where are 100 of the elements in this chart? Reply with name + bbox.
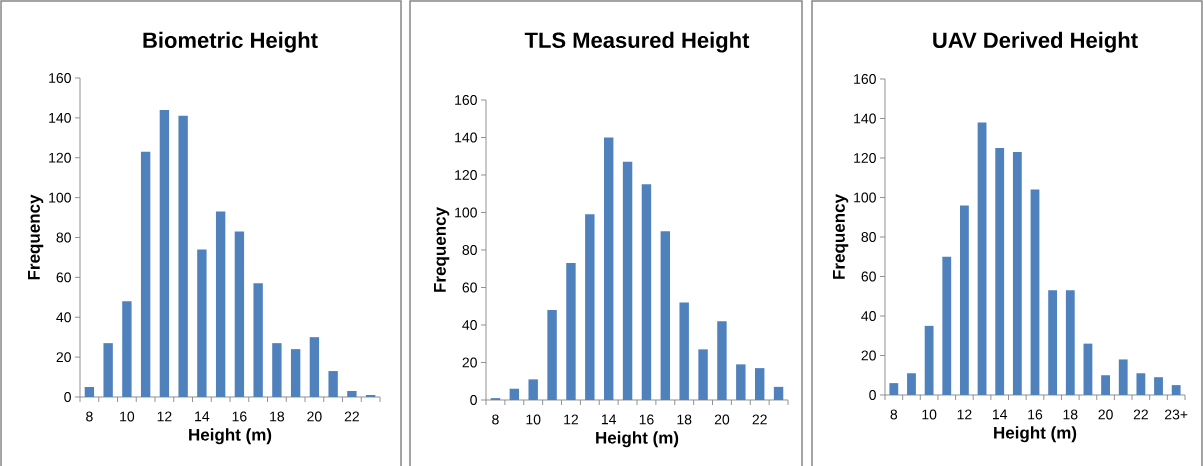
x-tick-label: 14 [992, 409, 1008, 420]
chart-title: TLS Measured Height [524, 31, 750, 53]
bar [773, 386, 784, 400]
x-tick-label: 22 [344, 411, 359, 422]
x-tick-label: 23+ [1165, 409, 1188, 420]
bar [509, 388, 520, 400]
bar [603, 137, 614, 400]
bar [736, 364, 746, 400]
x-tick-label: 8 [890, 409, 898, 420]
y-tick-label: 80 [462, 245, 477, 255]
x-tick-label: 14 [195, 411, 210, 422]
bar [585, 214, 595, 400]
y-axis-title: Frequency [833, 194, 849, 279]
bar [197, 249, 207, 397]
x-tick-label: 10 [526, 414, 541, 425]
bar [1065, 290, 1075, 395]
bar [234, 231, 245, 397]
y-tick-label: 140 [854, 113, 876, 124]
chart-title: Biometric Height [143, 31, 318, 53]
y-tick-label: 100 [854, 192, 876, 203]
x-tick-label: 12 [564, 414, 579, 425]
bar [253, 283, 263, 397]
x-tick-label: 12 [157, 411, 172, 422]
y-tick-label: 40 [462, 320, 477, 330]
y-tick-label: 40 [56, 312, 71, 323]
bar [717, 321, 727, 400]
bar [365, 394, 376, 397]
x-tick-label: 22 [1133, 409, 1148, 420]
bar [1171, 385, 1181, 395]
bar [159, 109, 170, 397]
y-tick-label: 160 [455, 95, 477, 105]
bar [272, 343, 282, 397]
y-tick-label: 20 [861, 350, 876, 361]
chart-title: UAV Derived Height [933, 31, 1138, 53]
bar [215, 211, 226, 397]
bar [328, 371, 338, 397]
bar [641, 184, 652, 400]
y-tick-label: 0 [869, 390, 876, 400]
bar [1101, 375, 1110, 395]
y-tick-label: 60 [462, 282, 477, 293]
y-tick-label: 160 [49, 73, 71, 83]
bar [754, 368, 765, 400]
bar [566, 263, 576, 400]
x-tick-label: 18 [677, 414, 692, 425]
x-axis-title: Height (m) [994, 426, 1077, 443]
x-tick-label: 20 [307, 411, 322, 422]
bar [347, 391, 357, 397]
bar [1012, 152, 1022, 395]
x-axis-title: Height (m) [189, 428, 272, 445]
bar [942, 256, 952, 395]
y-tick-label: 0 [64, 392, 71, 402]
y-tick-label: 120 [49, 152, 71, 163]
y-axis-title: Frequency [28, 194, 44, 280]
bar [977, 122, 987, 395]
bar [679, 302, 689, 400]
bar [140, 151, 151, 397]
bar [960, 205, 969, 395]
bar [122, 301, 132, 397]
x-tick-label: 22 [752, 414, 767, 425]
bar [178, 115, 188, 397]
y-tick-label: 100 [455, 207, 477, 218]
y-tick-label: 20 [56, 352, 71, 363]
x-tick-label: 16 [232, 411, 247, 422]
bar [889, 383, 899, 395]
y-tick-label: 140 [49, 112, 71, 123]
y-tick-label: 60 [861, 271, 876, 282]
y-tick-label: 20 [462, 357, 477, 368]
y-tick-label: 160 [854, 74, 876, 84]
y-tick-label: 120 [854, 153, 876, 163]
bar [1154, 377, 1163, 395]
bar [698, 349, 708, 400]
bar [1083, 343, 1093, 395]
x-tick-label: 8 [492, 414, 499, 425]
y-tick-label: 40 [861, 311, 876, 321]
bar [1048, 290, 1058, 395]
y-tick-label: 80 [56, 232, 71, 243]
x-tick-label: 20 [1098, 409, 1113, 420]
x-tick-label: 20 [714, 414, 730, 425]
x-tick-label: 16 [639, 414, 654, 425]
bar [103, 343, 113, 397]
bar [660, 231, 671, 400]
x-axis-title: Height (m) [596, 431, 679, 448]
bar [84, 387, 95, 397]
y-axis-title: Frequency [434, 207, 450, 292]
x-tick-label: 10 [922, 409, 937, 420]
x-tick-label: 14 [601, 414, 617, 425]
y-tick-label: 100 [49, 192, 71, 203]
bar [1030, 189, 1040, 395]
bar [995, 148, 1005, 395]
bar [924, 325, 934, 395]
bar [907, 373, 916, 395]
x-tick-label: 18 [1063, 409, 1078, 420]
y-tick-label: 80 [861, 232, 876, 242]
bar [622, 161, 633, 400]
x-tick-label: 12 [957, 409, 972, 420]
x-tick-label: 18 [270, 411, 285, 422]
x-tick-label: 8 [86, 411, 93, 422]
bar [547, 309, 557, 400]
bar [1136, 373, 1146, 395]
x-tick-label: 16 [1028, 409, 1043, 420]
